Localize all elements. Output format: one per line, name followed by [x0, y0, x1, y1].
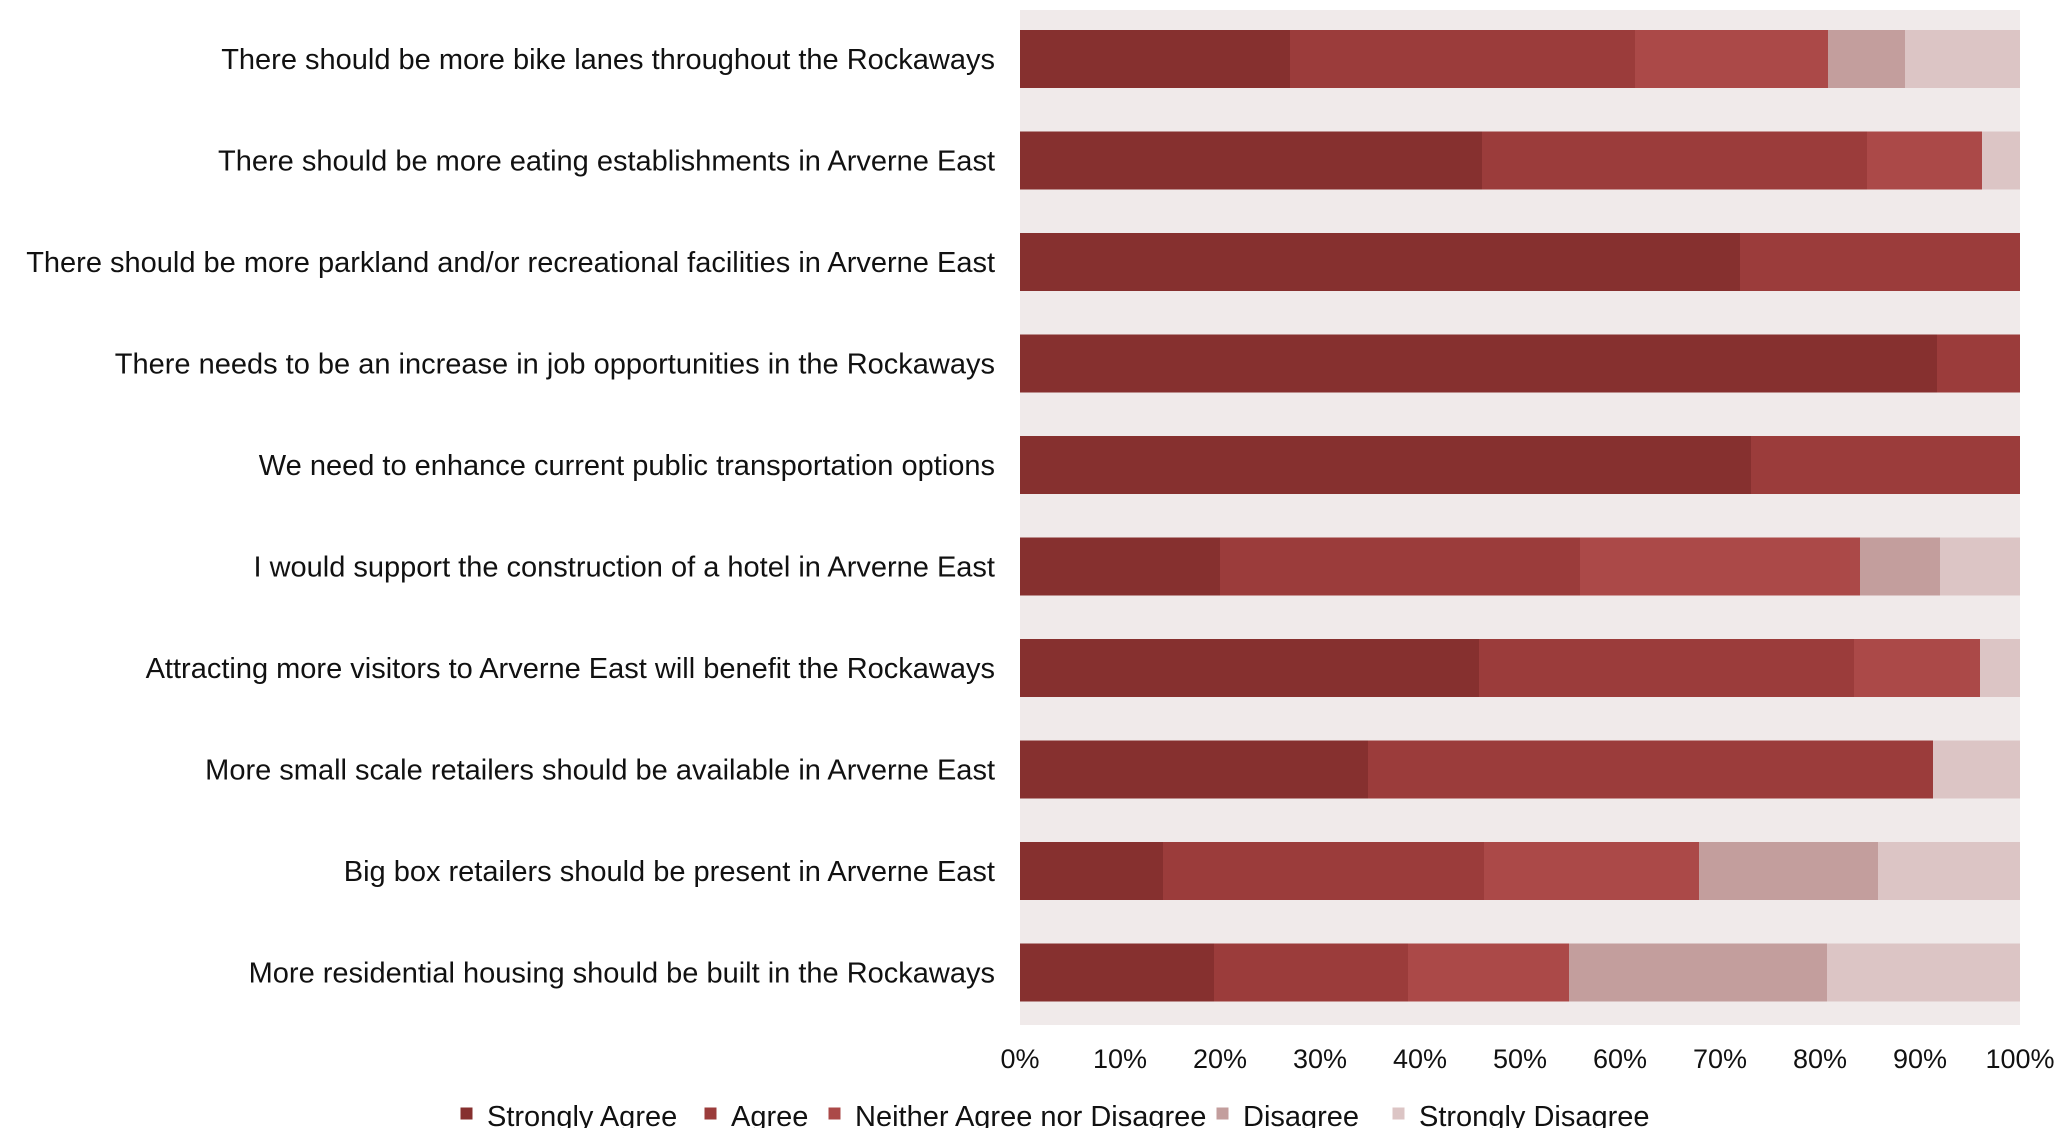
bar-segment-strongly-disagree — [1940, 537, 2020, 596]
bar-segment-strongly-disagree — [1980, 639, 2020, 697]
legend-swatch — [1215, 1106, 1230, 1121]
bar-segment-agree — [1482, 131, 1867, 190]
category-label: There needs to be an increase in job opp… — [115, 349, 995, 381]
bar-segment-disagree — [1569, 943, 1827, 1002]
bar-segment-agree — [1937, 334, 2020, 393]
bar-segment-strongly-agree — [1020, 842, 1163, 900]
x-tick-label: 10% — [1093, 1044, 1147, 1074]
bar-segment-strongly-agree — [1020, 537, 1220, 596]
x-tick-label: 30% — [1293, 1044, 1347, 1074]
bar-segment-strongly-disagree — [1878, 842, 2020, 900]
x-tick-label: 0% — [1000, 1044, 1039, 1074]
category-label: Attracting more visitors to Arverne East… — [146, 653, 995, 685]
bar-segment-agree — [1740, 233, 2020, 291]
bar-segment-strongly-disagree — [1933, 740, 2020, 799]
legend-label: Strongly Disagree — [1419, 1101, 1650, 1128]
bar-segment-strongly-disagree — [1982, 131, 2020, 190]
bars-group — [1020, 30, 2020, 1002]
bar-segment-strongly-agree — [1020, 436, 1751, 494]
category-label: More small scale retailers should be ava… — [205, 755, 995, 787]
bar-segment-agree — [1479, 639, 1854, 697]
legend-label: Disagree — [1243, 1101, 1359, 1128]
x-axis-ticks: 0% 10% 20% 30% 40% 50% 60% 70% 80% 90% 100% — [1000, 1044, 2054, 1074]
legend-label: Strongly Agree — [487, 1101, 677, 1128]
legend-swatch — [1391, 1106, 1406, 1121]
bar-segment-strongly-agree — [1020, 740, 1368, 799]
category-label: There should be more parkland and/or rec… — [26, 247, 995, 279]
bar-segment-neither-agree-nor-disagree — [1854, 639, 1980, 697]
x-tick-label: 70% — [1693, 1044, 1747, 1074]
x-tick-label: 80% — [1793, 1044, 1847, 1074]
legend-label: Neither Agree nor Disagree — [855, 1101, 1206, 1128]
bar-segment-agree — [1163, 842, 1484, 900]
category-label: I would support the construction of a ho… — [253, 552, 995, 584]
bar-segment-disagree — [1860, 537, 1940, 596]
category-label: Big box retailers should be present in A… — [344, 856, 995, 888]
x-tick-label: 60% — [1593, 1044, 1647, 1074]
bar-segment-neither-agree-nor-disagree — [1580, 537, 1860, 596]
bar-segment-disagree — [1828, 30, 1905, 88]
x-tick-label: 50% — [1493, 1044, 1547, 1074]
category-label: There should be more bike lanes througho… — [221, 44, 995, 76]
bar-segment-agree — [1751, 436, 2020, 494]
x-tick-label: 40% — [1393, 1044, 1447, 1074]
legend-label: Agree — [731, 1101, 808, 1128]
x-tick-label: 90% — [1893, 1044, 1947, 1074]
bar-segment-neither-agree-nor-disagree — [1635, 30, 1828, 88]
bar-segment-neither-agree-nor-disagree — [1484, 842, 1699, 900]
bar-segment-strongly-agree — [1020, 334, 1937, 393]
legend-swatch — [459, 1106, 474, 1121]
bar-segment-neither-agree-nor-disagree — [1867, 131, 1982, 190]
bar-segment-strongly-disagree — [1905, 30, 2020, 88]
category-label: There should be more eating establishmen… — [218, 146, 995, 178]
category-label: More residential housing should be built… — [249, 958, 995, 990]
bar-segment-strongly-agree — [1020, 131, 1482, 190]
x-tick-label: 100% — [1985, 1044, 2054, 1074]
bar-segment-strongly-agree — [1020, 30, 1290, 88]
legend-swatch — [703, 1106, 718, 1121]
bar-segment-strongly-agree — [1020, 943, 1214, 1002]
legend-swatch — [827, 1106, 842, 1121]
bar-segment-strongly-disagree — [1827, 943, 2020, 1002]
bar-segment-disagree — [1699, 842, 1878, 900]
x-tick-label: 20% — [1193, 1044, 1247, 1074]
bar-segment-agree — [1214, 943, 1408, 1002]
bar-segment-agree — [1220, 537, 1580, 596]
legend: Strongly Agree Agree Neither Agree nor Dis… — [459, 1101, 1650, 1128]
bar-segment-agree — [1290, 30, 1635, 88]
bar-segment-strongly-agree — [1020, 639, 1479, 697]
bar-segment-strongly-agree — [1020, 233, 1740, 291]
category-label: We need to enhance current public transp… — [259, 450, 995, 482]
bar-segment-agree — [1368, 740, 1933, 799]
bar-segment-neither-agree-nor-disagree — [1408, 943, 1569, 1002]
category-labels: There should be more bike lanes througho… — [26, 44, 995, 990]
